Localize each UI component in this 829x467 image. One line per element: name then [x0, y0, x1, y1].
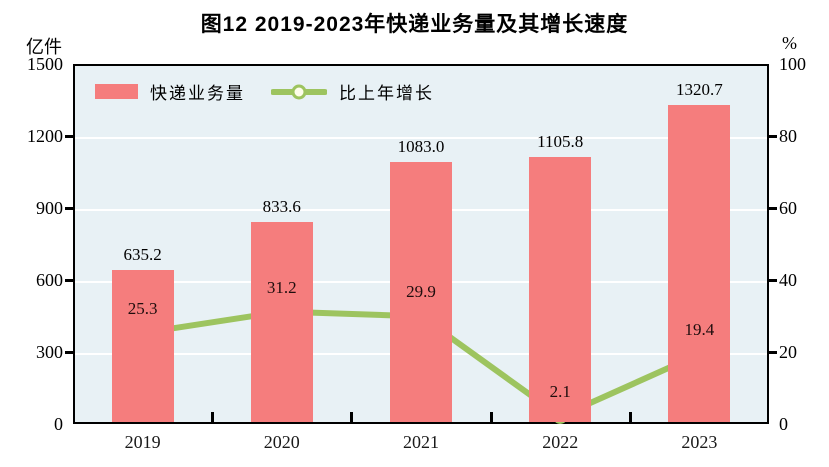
right-axis-tick: [768, 351, 777, 354]
right-axis-tick-label: 100: [779, 54, 806, 74]
right-axis-tick-label: 20: [779, 342, 797, 362]
left-axis-tick: [65, 279, 74, 282]
line-value-label: 25.3: [127, 298, 158, 318]
right-axis-tick: [768, 207, 777, 210]
left-axis-tick-label: 1200: [27, 126, 63, 146]
bar-value-label: 833.6: [262, 196, 301, 216]
bar-value-label: 635.2: [123, 244, 162, 264]
bar-legend-swatch: [95, 84, 138, 99]
bar-legend-label: 快递业务量: [150, 84, 245, 103]
line-value-label: 19.4: [684, 320, 715, 340]
left-axis-tick: [65, 135, 74, 138]
line-value-label: 2.1: [549, 382, 571, 402]
left-axis-tick-label: 600: [36, 270, 63, 290]
left-axis-tick-label: 1500: [27, 54, 63, 74]
left-axis-tick-label: 300: [36, 342, 63, 362]
left-axis-tick: [65, 351, 74, 354]
left-axis-tick-label: 0: [54, 414, 63, 434]
gridline: [75, 137, 767, 139]
right-axis-tick-label: 40: [779, 270, 797, 290]
right-axis-tick-label: 0: [779, 414, 788, 434]
bar: [668, 105, 731, 422]
x-axis-category-label: 2022: [542, 432, 579, 452]
x-axis-boundary-tick: [211, 412, 215, 422]
bar: [390, 162, 452, 422]
x-axis-boundary-tick: [628, 412, 632, 422]
legend: 快递业务量 比上年增长: [95, 79, 434, 104]
right-axis-tick: [768, 279, 777, 282]
right-axis-unit: %: [782, 33, 797, 53]
bar: [111, 269, 174, 422]
x-axis-category-label: 2023: [681, 432, 718, 452]
bar-value-label: 1083.0: [397, 137, 445, 157]
line-legend-label: 比上年增长: [339, 84, 434, 103]
line-legend-icon: [270, 84, 328, 99]
chart-title: 图12 2019-2023年快递业务量及其增长速度: [200, 13, 629, 36]
bar: [529, 156, 592, 422]
x-axis-category-label: 2021: [403, 432, 439, 452]
left-axis-unit: 亿件: [26, 37, 62, 57]
bar: [250, 221, 313, 422]
right-axis-tick: [768, 135, 777, 138]
line-legend-swatch: [270, 83, 328, 101]
bar-value-label: 1320.7: [676, 80, 723, 100]
x-axis-category-label: 2019: [124, 432, 161, 452]
x-axis-boundary-tick: [350, 412, 354, 422]
bar-value-label: 1105.8: [537, 131, 584, 151]
x-axis-category-label: 2020: [263, 432, 300, 452]
line-value-label: 29.9: [406, 282, 436, 302]
x-axis-boundary-tick: [489, 412, 493, 422]
line-value-label: 31.2: [266, 277, 297, 297]
left-axis-tick: [65, 207, 74, 210]
right-axis-tick-label: 60: [779, 198, 797, 218]
right-axis-tick-label: 80: [779, 126, 797, 146]
left-axis-tick-label: 900: [36, 198, 63, 218]
